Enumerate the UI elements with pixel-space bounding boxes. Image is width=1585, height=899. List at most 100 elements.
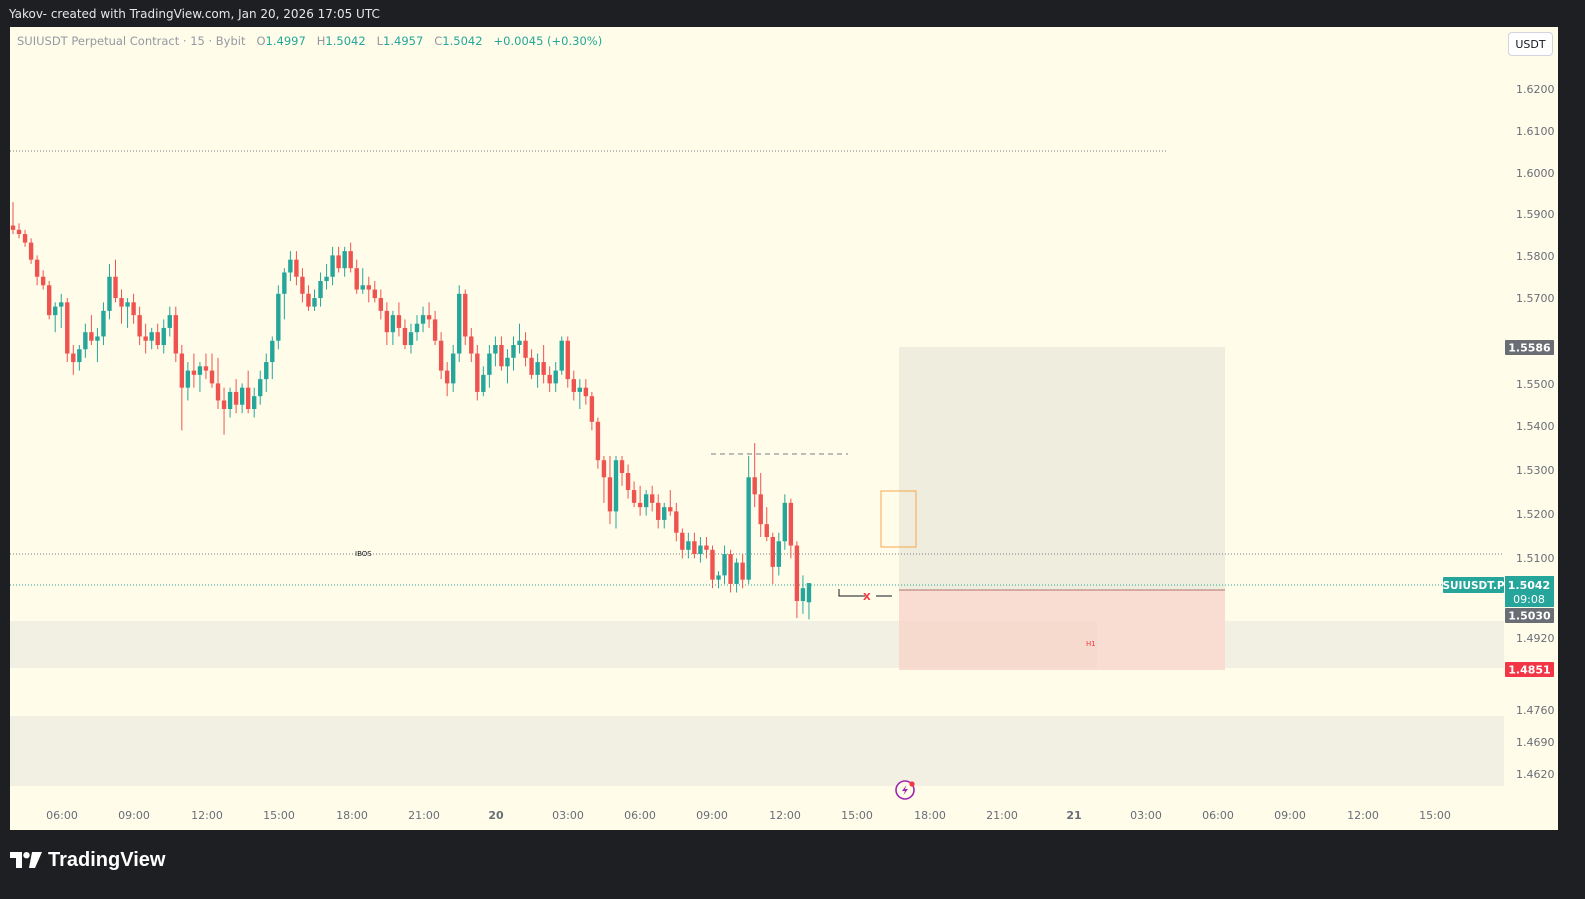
candle-body (101, 310, 106, 337)
candle-body (806, 583, 812, 603)
candle-body (107, 276, 112, 311)
candle-body (535, 362, 540, 375)
candle-body (34, 259, 40, 277)
y-tick-label: 1.5800 (1516, 250, 1555, 263)
tradingview-brand: TradingView (48, 848, 166, 871)
candle-body (300, 276, 305, 294)
bolt-icon[interactable] (895, 780, 915, 800)
candle-body (577, 387, 583, 392)
legend-h-label: H (316, 34, 326, 48)
candle-body (511, 345, 516, 358)
candle-body (680, 532, 685, 550)
stop-label: 1.4851 (1508, 664, 1550, 677)
candle-body (227, 391, 233, 409)
candle-body (59, 302, 64, 307)
x-tick-label: 06:00 (46, 809, 78, 822)
candle-body (384, 310, 390, 333)
candle-body (463, 293, 468, 337)
inner-zone (899, 621, 1097, 668)
upper-target-label-bg (1505, 340, 1554, 355)
profit-zone (899, 347, 1225, 590)
candle-body (342, 251, 347, 269)
legend-close: 1.5042 (442, 34, 483, 48)
candle-body (203, 366, 209, 371)
legend-symbol: SUIUSDT Perpetual Contract · 15 · Bybit (17, 34, 246, 48)
candle-body (167, 315, 172, 328)
candle-body (722, 554, 727, 576)
candle-body (77, 349, 82, 363)
order-block-box (880, 490, 917, 548)
candle-body (137, 315, 142, 337)
y-tick-label: 1.4760 (1516, 704, 1555, 717)
candle-body (245, 387, 251, 409)
candle-body (571, 379, 576, 392)
legend-l-label: L (376, 34, 384, 48)
candle-body (420, 315, 426, 324)
candle-body (613, 460, 619, 512)
currency-unit-button[interactable]: USDT (1508, 32, 1553, 56)
candle-body (710, 549, 715, 580)
candle-body (330, 255, 335, 277)
candle-body (378, 298, 384, 311)
candle-body (155, 332, 160, 345)
candle-body (390, 315, 396, 333)
candle-body (643, 494, 649, 508)
candle-body (656, 502, 661, 520)
candle-body (547, 374, 552, 384)
y-tick-label: 1.4690 (1516, 736, 1555, 749)
candle-body (740, 562, 745, 580)
candle-body (716, 575, 721, 580)
candle-body (125, 302, 130, 307)
candles (10, 202, 812, 620)
h1-label: H1 (1086, 640, 1096, 648)
candle-body (499, 345, 504, 367)
x-tick-label: 21:00 (986, 809, 1018, 822)
entry-label-bg (1505, 608, 1554, 623)
attribution-bar: Yakov- created with TradingView.com, Jan… (0, 0, 1585, 27)
candle-body (239, 387, 245, 405)
candle-body (348, 251, 353, 269)
candle-body (40, 276, 46, 286)
candle-body (794, 545, 800, 601)
candle-body (746, 477, 751, 580)
candle-body (53, 306, 58, 316)
candle-body (529, 357, 534, 375)
candle-body (318, 281, 323, 299)
candle-body (294, 259, 299, 277)
candle-body (432, 319, 438, 341)
candle-body (113, 276, 118, 299)
stop-label-bg (1505, 662, 1554, 677)
candle-body (668, 507, 673, 512)
candlestick-chart[interactable]: X IBOS H1 1.6200 1.6100 1.6000 1.5900 1.5800… (10, 27, 1558, 830)
candle-body (734, 562, 739, 584)
candle-body (481, 374, 486, 392)
candle-body (595, 421, 601, 461)
price-scale (1504, 27, 1558, 830)
candle-body (601, 460, 607, 478)
chart-frame[interactable]: X IBOS H1 1.6200 1.6100 1.6000 1.5900 1.5800… (10, 27, 1558, 830)
candle-body (752, 477, 757, 495)
candle-body (233, 391, 239, 405)
candle-body (221, 400, 227, 409)
candle-body (149, 332, 154, 341)
candle-body (692, 541, 697, 555)
y-tick-label: 1.5200 (1516, 508, 1555, 521)
candle-body (258, 379, 263, 397)
candle-body (782, 502, 788, 542)
x-tick-label: 20 (488, 809, 504, 822)
y-tick-label: 1.5100 (1516, 552, 1555, 565)
candle-body (264, 362, 269, 380)
tradingview-logo[interactable]: TradingView (10, 848, 165, 872)
legend-high: 1.5042 (325, 34, 366, 48)
ibos-label: IBOS (355, 550, 372, 558)
last-price-label-bg (1505, 576, 1554, 607)
candle-body (469, 336, 474, 354)
candle-body (493, 345, 498, 354)
candle-body (131, 302, 136, 316)
candle-body (209, 370, 215, 384)
candle-body (637, 502, 643, 508)
candle-body (631, 490, 637, 503)
y-tick-label: 1.6000 (1516, 167, 1555, 180)
legend-o-label: O (256, 34, 266, 48)
x-tick-label: 12:00 (191, 809, 223, 822)
